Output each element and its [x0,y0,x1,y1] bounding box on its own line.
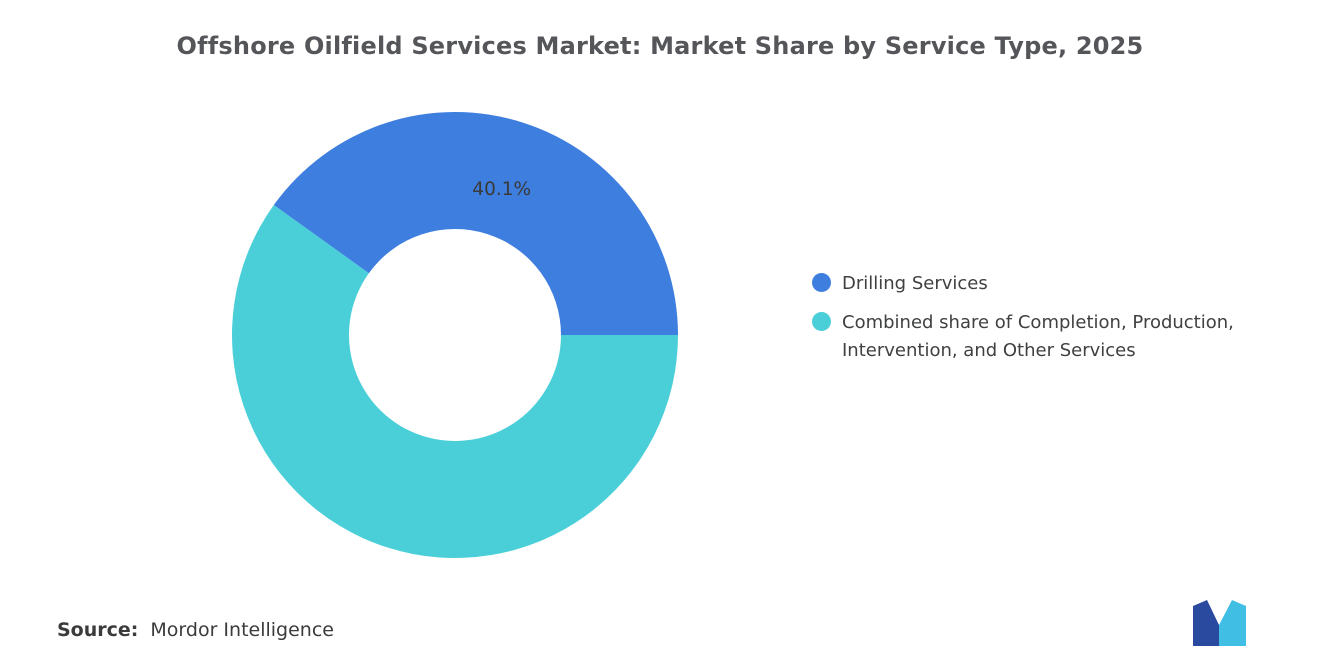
legend-dot-combined-services [812,311,831,331]
donut-slice [232,205,679,559]
donut-slice [273,112,678,336]
slice-data-label: 40.1% [472,179,531,200]
legend-label: Combined share of Completion, Production… [842,311,1234,361]
source-label: Source: [57,619,139,641]
legend-dot-drilling-services [812,273,831,292]
legend: Drilling Services Combined share of Comp… [812,270,1292,376]
logo-right-shape [1219,600,1246,646]
donut-chart: 40.1% [232,112,679,559]
source-attribution: Source: Mordor Intelligence [57,619,334,641]
legend-label: Drilling Services [842,273,988,294]
legend-item-combined-services: Combined share of Completion, Production… [812,309,1292,365]
source-value: Mordor Intelligence [150,619,334,641]
legend-item-drilling-services: Drilling Services [812,270,1292,298]
mordor-intelligence-logo [1193,600,1246,646]
logo-left-shape [1193,600,1219,646]
chart-title: Offshore Oilfield Services Market: Marke… [176,32,1144,60]
donut-chart-area: 40.1% [225,105,685,565]
